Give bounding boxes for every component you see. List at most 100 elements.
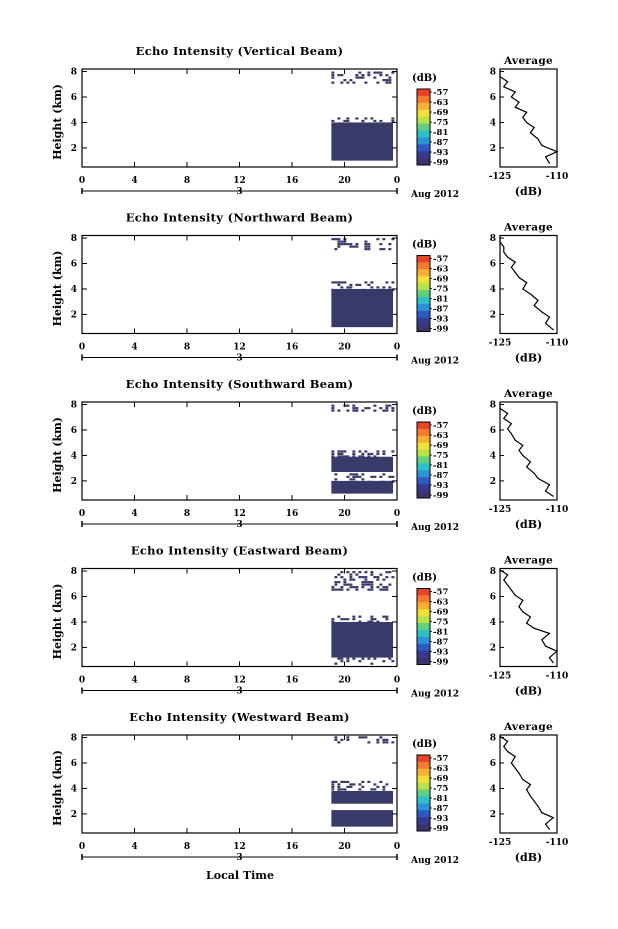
echo-cell bbox=[391, 409, 395, 412]
echo-cell bbox=[364, 583, 368, 586]
x-tick-label: 20 bbox=[338, 509, 351, 519]
average-point bbox=[545, 322, 547, 324]
echo-cell bbox=[349, 79, 353, 82]
echo-cell bbox=[388, 404, 392, 407]
heatmap-data bbox=[331, 736, 395, 827]
x-tick-label: 20 bbox=[338, 676, 351, 686]
echo-cell bbox=[382, 480, 386, 483]
colorbar-tick-label: -87 bbox=[433, 638, 448, 648]
colorbar-frame bbox=[416, 754, 431, 832]
average-point bbox=[507, 81, 509, 83]
echo-cell bbox=[361, 576, 365, 579]
y-axis-label: Height (km) bbox=[51, 750, 64, 826]
average-point bbox=[529, 616, 532, 618]
echo-cell bbox=[343, 578, 347, 581]
echo-cell bbox=[337, 245, 341, 248]
echo-cell bbox=[331, 288, 335, 292]
echo-cell bbox=[331, 71, 335, 74]
average-point bbox=[510, 762, 512, 764]
echo-cell bbox=[361, 790, 365, 794]
average-profile-line bbox=[499, 70, 559, 164]
x-tick-label: 4 bbox=[131, 509, 137, 519]
echo-cell bbox=[334, 736, 338, 739]
colorbar-swatch bbox=[417, 484, 430, 492]
echo-cell bbox=[370, 573, 374, 576]
echo-cell bbox=[358, 660, 362, 663]
colorbar-swatch bbox=[417, 775, 430, 783]
echo-cell bbox=[388, 583, 392, 586]
average-point bbox=[552, 495, 554, 497]
avg-x-tick-label: -125 bbox=[489, 838, 512, 848]
echo-cell bbox=[364, 248, 368, 251]
echo-cell bbox=[331, 281, 335, 284]
echo-cell bbox=[343, 450, 347, 453]
colorbar-tick-label: -99 bbox=[433, 491, 448, 501]
echo-cell bbox=[382, 738, 386, 741]
colorbar-swatch bbox=[417, 269, 430, 277]
y-tick-label: 2 bbox=[71, 477, 77, 487]
y-axis-label: Height (km) bbox=[51, 251, 64, 327]
echo-cell bbox=[373, 788, 377, 791]
colorbar-unit: (dB) bbox=[412, 573, 437, 584]
echo-cell bbox=[352, 586, 356, 589]
echo-cell bbox=[379, 736, 383, 739]
average-point bbox=[522, 454, 524, 457]
average-point bbox=[526, 111, 528, 113]
echo-cell bbox=[331, 588, 335, 591]
y-tick-label: 6 bbox=[71, 93, 77, 103]
colorbar-swatch bbox=[417, 109, 430, 117]
echo-cell bbox=[358, 788, 362, 791]
echo-cell bbox=[385, 576, 389, 579]
echo-cell bbox=[361, 119, 365, 123]
echo-cell bbox=[343, 788, 347, 791]
average-point bbox=[522, 778, 524, 781]
echo-cell bbox=[340, 240, 344, 243]
echo-cell bbox=[340, 122, 344, 125]
x-tick-label: 12 bbox=[233, 842, 246, 852]
echo-cell bbox=[376, 286, 380, 289]
average-point bbox=[529, 293, 532, 295]
average-point bbox=[518, 449, 520, 451]
average-point bbox=[522, 599, 524, 601]
colorbar-swatch bbox=[417, 817, 430, 825]
day-label: 3 bbox=[236, 354, 242, 364]
average-point bbox=[518, 101, 520, 103]
colorbar-unit: (dB) bbox=[412, 406, 437, 417]
echo-cell bbox=[367, 283, 371, 287]
echo-cell bbox=[340, 586, 344, 589]
average-point bbox=[507, 750, 509, 753]
echo-cell bbox=[343, 79, 347, 82]
echo-cell bbox=[346, 286, 350, 289]
echo-cell bbox=[376, 576, 380, 579]
average-point bbox=[507, 412, 509, 415]
colorbar-swatch bbox=[417, 449, 430, 457]
echo-cell bbox=[349, 245, 353, 248]
average-point bbox=[537, 299, 539, 302]
echo-cell bbox=[355, 243, 359, 246]
x-tick-label: 0 bbox=[79, 343, 85, 353]
colorbar-tick-label: -81 bbox=[433, 461, 448, 471]
x-tick-label: 12 bbox=[233, 176, 246, 186]
bottom-x-label: Local Time bbox=[206, 869, 274, 882]
echo-cell bbox=[358, 71, 362, 74]
echo-cell bbox=[373, 455, 377, 458]
echo-cell bbox=[358, 783, 362, 786]
echo-cell bbox=[361, 478, 365, 481]
echo-cell bbox=[382, 741, 386, 744]
avg-y-tick-label: 2 bbox=[490, 477, 496, 487]
average-point bbox=[514, 439, 516, 441]
echo-cell bbox=[370, 615, 374, 618]
echo-cell bbox=[385, 618, 389, 621]
colorbar-tick-label: -87 bbox=[433, 305, 448, 315]
echo-cell bbox=[340, 571, 344, 574]
colorbar-swatch bbox=[417, 123, 430, 131]
echo-cell bbox=[358, 736, 362, 739]
echo-cell bbox=[346, 657, 350, 660]
y-tick-label: 8 bbox=[71, 234, 77, 244]
avg-y-tick-label: 2 bbox=[490, 643, 496, 653]
avg-x-label: (dB) bbox=[515, 851, 542, 864]
echo-cell bbox=[349, 243, 353, 246]
average-point bbox=[548, 828, 551, 830]
colorbar-swatch bbox=[417, 428, 430, 437]
echo-cell bbox=[337, 281, 341, 284]
